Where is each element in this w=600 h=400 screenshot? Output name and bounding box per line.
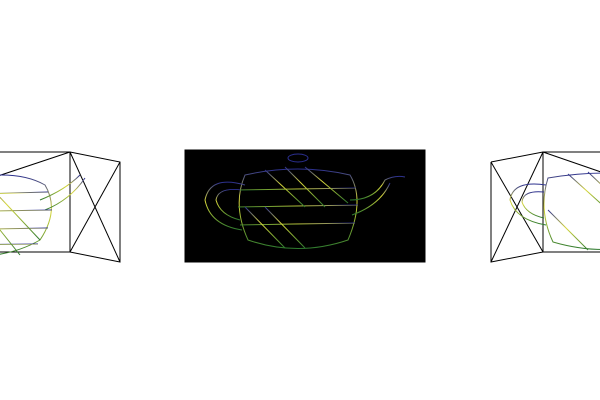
teapot-view-right [490,151,600,263]
teapot-view-center [184,149,426,263]
teapot-wireframe-icon [204,153,406,252]
teapot-view-left [0,151,121,263]
teapot-wireframe-icon [0,174,86,258]
teapot-wireframe-icon [509,171,600,252]
bounding-box-wireframe-icon [490,151,600,263]
bounding-box-wireframe-icon [0,151,121,263]
